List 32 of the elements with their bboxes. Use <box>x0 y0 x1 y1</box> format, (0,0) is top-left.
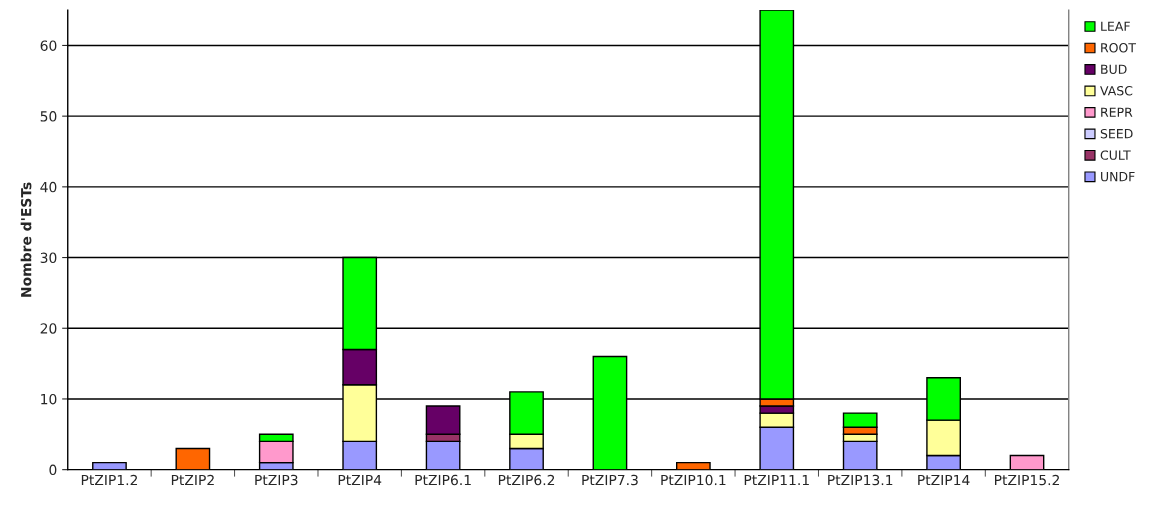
y-tick-label: 30 <box>40 252 57 264</box>
bar <box>1009 454 1045 470</box>
legend-label: ROOT <box>1101 43 1137 53</box>
x-tick-label: PtZIP2 <box>171 474 214 486</box>
x-tick-label: PtZIP14 <box>918 474 970 486</box>
x-tick-label: PtZIP11.1 <box>744 474 809 486</box>
x-tick-label: PtZIP13.1 <box>828 474 893 486</box>
y-tick-label: 50 <box>40 111 57 122</box>
x-tick-label: PtZIP1.2 <box>81 474 138 486</box>
y-tick-label: 10 <box>41 393 57 405</box>
y-tick-label: 0 <box>49 464 57 476</box>
x-tick-label: PtZIP15.2 <box>995 474 1059 486</box>
x-tick-label: PtZIP10.1 <box>661 474 726 486</box>
x-tick-label: PtZIP3 <box>255 474 298 486</box>
legend-label: BUD <box>1101 64 1127 74</box>
x-tick-label: PtZIP4 <box>338 474 382 486</box>
legend-label: SEED <box>1100 128 1133 139</box>
bar <box>675 461 711 470</box>
legend-label: LEAF <box>1101 21 1130 31</box>
y-tick-label: 60 <box>40 40 57 51</box>
y-tick-label: 20 <box>40 323 57 334</box>
legend-label: CULT <box>1100 150 1131 160</box>
legend-label: UNDF <box>1101 172 1135 182</box>
legend-label: VASC <box>1100 85 1133 96</box>
y-axis-title: Nombre d'ESTs <box>20 182 32 297</box>
y-tick-label: 40 <box>40 181 57 193</box>
x-tick-label: PtZIP7.3 <box>582 474 638 486</box>
x-tick-label: PtZIP6.2 <box>498 474 555 486</box>
x-tick-label: PtZIP6.1 <box>415 474 471 486</box>
bar <box>92 461 127 470</box>
legend-label: REPR <box>1101 107 1133 117</box>
bar <box>175 447 211 470</box>
